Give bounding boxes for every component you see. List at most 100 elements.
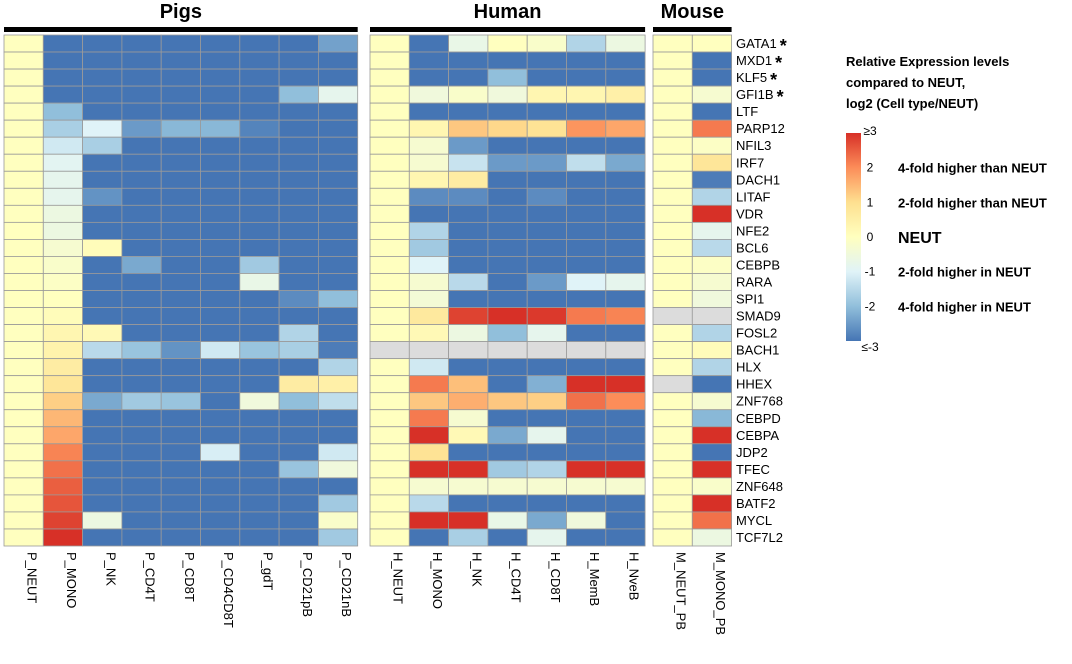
panel-title-bar: [653, 27, 732, 32]
heatmap-cell-H_MemB-HHEX: [566, 375, 607, 394]
heatmap-cell-P_CD4CD8T-RARA: [200, 273, 241, 291]
heatmap-cell-P_NK-FOSL2: [82, 324, 123, 343]
gene-label-BACH1: BACH1: [736, 343, 779, 358]
heatmap-cell-H_NveB-MYCL: [605, 511, 646, 530]
heatmap-cell-P_NEUT-BCL6: [3, 238, 44, 257]
heatmap-cell-M_MONO_PB-JDP2: [691, 443, 732, 462]
heatmap-cell-H_NEUT-NFIL3: [369, 136, 410, 155]
heatmap-cell-P_NEUT-RARA: [3, 273, 44, 291]
heatmap-cell-P_CD8T-BCL6: [160, 238, 201, 257]
heatmap-cell-H_NK-TFEC: [448, 460, 489, 479]
heatmap-cell-H_CD8T-PARP12: [526, 119, 567, 138]
heatmap-cell-M_MONO_PB-KLF5: [691, 68, 732, 87]
heatmap-cell-P_CD21pB-RARA: [278, 273, 319, 291]
heatmap-cell-P_CD21pB-CEBPA: [278, 426, 319, 445]
heatmap-cell-H_MONO-CEBPD: [408, 409, 449, 428]
heatmap-cell-P_CD4CD8T-BATF2: [200, 494, 241, 513]
gene-labels: GATA1 *MXD1 *KLF5 *GFI1B *LTFPARP12NFIL3IRF7…: [736, 36, 787, 545]
heatmap-cell-P_NK-TFEC: [82, 460, 123, 479]
heatmap-cell-M_MONO_PB-VDR: [691, 204, 732, 223]
heatmap-cell-H_MONO-BCL6: [408, 238, 449, 257]
heatmap-cell-H_MONO-SPI1: [408, 290, 449, 308]
heatmap-cell-H_MemB-RARA: [566, 273, 607, 291]
heatmap-cell-P_CD21pB-PARP12: [278, 119, 319, 138]
heatmap-cell-P_MONO-GFI1B: [42, 85, 83, 104]
gene-label-JDP2: JDP2: [736, 445, 768, 460]
heatmap-cell-H_NK-PARP12: [448, 119, 489, 138]
heatmap-cell-H_NK-DACH1: [448, 170, 489, 189]
heatmap-cell-P_NEUT-LITAF: [3, 187, 44, 206]
heatmap-cell-P_NEUT-PARP12: [3, 119, 44, 138]
heatmap-cell-M_MONO_PB-LITAF: [691, 187, 732, 206]
heatmap-cell-P_MONO-HLX: [42, 358, 83, 377]
heatmap-cell-H_NveB-HLX: [605, 358, 646, 377]
heatmap-cell-H_NveB-KLF5: [605, 68, 646, 87]
heatmap-cell-H_CD8T-MXD1: [526, 51, 567, 70]
heatmap-cell-P_NEUT-BATF2: [3, 494, 44, 513]
heatmap-cell-H_NveB-CEBPD: [605, 409, 646, 428]
heatmap-cell-M_MONO_PB-TCF7L2: [691, 528, 732, 547]
heatmap-cell-P_NK-GFI1B: [82, 85, 123, 104]
heatmap-cell-H_CD4T-NFIL3: [487, 136, 528, 155]
heatmap-cell-H_CD4T-BCL6: [487, 238, 528, 257]
gene-label-LTF: LTF: [736, 104, 758, 119]
heatmap-cell-P_CD21nB-ZNF648: [317, 477, 359, 496]
heatmap-panels: Pigs P_NEUT P_MONO P_NK P_CD4T P_CD8T P_CD4CD8…: [3, 1, 732, 635]
heatmap-cell-H_MemB-BACH1: [566, 341, 607, 360]
heatmap-cell-P_CD21nB-GATA1: [317, 34, 359, 53]
heatmap-cell-P_MONO-BCL6: [42, 238, 83, 257]
heatmap-cell-P_gdT-CEBPA: [239, 426, 280, 445]
heatmap-cell-H_MONO-NFE2: [408, 221, 449, 240]
heatmap-cell-P_CD21nB-BATF2: [317, 494, 359, 513]
heatmap-cell-H_CD8T-ZNF768: [526, 392, 567, 411]
heatmap-cell-H_NK-RARA: [448, 273, 489, 291]
legend-tick-label: ≥3: [863, 124, 877, 138]
heatmap-cell-P_CD4T-CEBPA: [121, 426, 162, 445]
heatmap-cell-M_MONO_PB-NFIL3: [691, 136, 732, 155]
column-label-P_MONO: P_MONO: [64, 552, 79, 608]
heatmap-cell-H_MemB-MYCL: [566, 511, 607, 530]
heatmap-cell-H_CD8T-SMAD9: [526, 307, 567, 325]
heatmap-cell-H_NveB-LTF: [605, 102, 646, 121]
heatmap-cell-H_NEUT-MYCL: [369, 511, 410, 530]
gene-label-TCF7L2: TCF7L2: [736, 530, 783, 545]
heatmap-cell-H_CD4T-KLF5: [487, 68, 528, 87]
gene-label-TFEC: TFEC: [736, 462, 770, 477]
heatmap-cell-P_CD8T-TFEC: [160, 460, 201, 479]
legend-tick-label: 1: [867, 195, 874, 209]
heatmap-cell-H_MONO-HHEX: [408, 375, 449, 394]
heatmap-cell-M_MONO_PB-LTF: [691, 102, 732, 121]
heatmap-cell-H_MONO-MYCL: [408, 511, 449, 530]
heatmap-cell-H_NEUT-HHEX: [369, 375, 410, 394]
heatmap-cell-M_NEUT_PB-FOSL2: [652, 324, 693, 343]
heatmap-cell-P_NEUT-ZNF768: [3, 392, 44, 411]
heatmap-cell-P_CD21nB-JDP2: [317, 443, 359, 462]
heatmap-cell-P_MONO-SMAD9: [42, 307, 83, 325]
heatmap-cell-P_CD4CD8T-NFIL3: [200, 136, 241, 155]
legend-description: 4-fold higher in NEUT: [898, 299, 1031, 314]
column-label-H_CD8T: H_CD8T: [548, 552, 563, 603]
heatmap-cell-P_gdT-JDP2: [239, 443, 280, 462]
heatmap-cell-H_NK-CEBPA: [448, 426, 489, 445]
heatmap-cell-H_MemB-CEBPD: [566, 409, 607, 428]
column-label-H_MemB: H_MemB: [587, 552, 602, 606]
heatmap-cell-H_MemB-IRF7: [566, 153, 607, 172]
heatmap-cell-H_NEUT-BATF2: [369, 494, 410, 513]
heatmap-cell-P_CD8T-RARA: [160, 273, 201, 291]
heatmap-cell-P_CD21pB-LTF: [278, 102, 319, 121]
heatmap-cell-P_CD21pB-GFI1B: [278, 85, 319, 104]
heatmap-cell-P_gdT-MXD1: [239, 51, 280, 70]
heatmap-cell-M_NEUT_PB-VDR: [652, 204, 693, 223]
legend-tick-label: -1: [865, 265, 876, 279]
heatmap-cell-P_CD8T-HLX: [160, 358, 201, 377]
panel-title-bar: [4, 27, 358, 32]
heatmap-cell-H_MONO-TCF7L2: [408, 528, 449, 547]
heatmap-cell-H_MONO-ZNF648: [408, 477, 449, 496]
heatmap-cell-H_MONO-SMAD9: [408, 307, 449, 325]
heatmap-cell-P_CD4T-SPI1: [121, 290, 162, 308]
heatmap-cell-H_CD8T-RARA: [526, 273, 567, 291]
heatmap-cell-M_NEUT_PB-TFEC: [652, 460, 693, 479]
heatmap-cell-M_NEUT_PB-CEBPD: [652, 409, 693, 428]
heatmap-cell-M_NEUT_PB-MXD1: [652, 51, 693, 70]
heatmap-cell-P_CD4CD8T-ZNF648: [200, 477, 241, 496]
